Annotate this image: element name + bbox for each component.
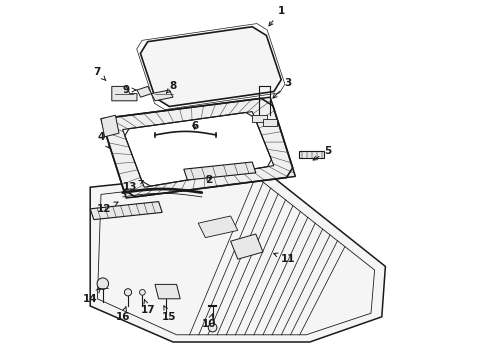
Polygon shape (263, 119, 277, 126)
Polygon shape (231, 234, 263, 259)
Circle shape (140, 289, 145, 295)
Text: 17: 17 (141, 299, 155, 315)
Polygon shape (184, 162, 256, 180)
Circle shape (97, 278, 109, 289)
Polygon shape (155, 284, 180, 299)
Polygon shape (90, 169, 386, 342)
Circle shape (124, 289, 132, 296)
Polygon shape (101, 115, 119, 137)
Text: 15: 15 (162, 306, 177, 322)
Text: 6: 6 (191, 121, 198, 131)
Text: 11: 11 (274, 253, 295, 264)
Text: 14: 14 (83, 289, 100, 304)
Text: 3: 3 (273, 78, 292, 98)
Polygon shape (122, 112, 274, 187)
Polygon shape (141, 27, 281, 107)
Text: 4: 4 (97, 132, 109, 148)
Text: 9: 9 (122, 85, 136, 95)
Polygon shape (112, 86, 137, 101)
Circle shape (208, 323, 217, 332)
Polygon shape (90, 202, 162, 220)
Text: 2: 2 (205, 175, 213, 185)
Text: 16: 16 (115, 306, 130, 322)
Polygon shape (101, 97, 295, 198)
Text: 8: 8 (167, 81, 177, 93)
Text: 7: 7 (94, 67, 106, 80)
Polygon shape (299, 151, 324, 158)
Text: 13: 13 (122, 180, 143, 192)
Text: 1: 1 (269, 6, 285, 26)
Polygon shape (151, 90, 173, 101)
Text: 10: 10 (202, 314, 216, 329)
Text: 12: 12 (98, 202, 118, 214)
Polygon shape (198, 216, 238, 238)
Polygon shape (137, 86, 151, 97)
Polygon shape (252, 115, 267, 122)
Text: 5: 5 (313, 146, 331, 160)
